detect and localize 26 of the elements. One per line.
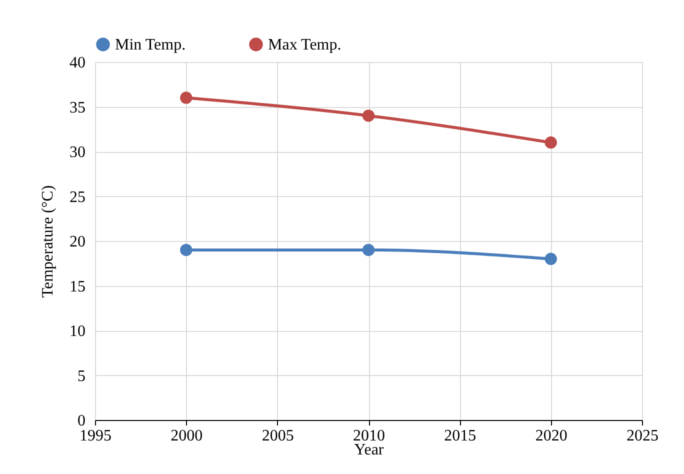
x-tick-label: 2020 bbox=[535, 428, 568, 444]
y-tick-label: 15 bbox=[70, 278, 86, 296]
y-tick-label: 25 bbox=[70, 188, 86, 206]
legend-label: Min Temp. bbox=[115, 36, 186, 54]
x-tick-label: 2015 bbox=[444, 428, 476, 444]
point bbox=[362, 244, 375, 256]
legend-label: Max Temp. bbox=[268, 36, 342, 54]
y-tick-label: 30 bbox=[70, 144, 86, 161]
point bbox=[180, 92, 192, 104]
y-tick-label: 5 bbox=[78, 368, 86, 385]
point bbox=[544, 136, 557, 149]
y-tick-label: 35 bbox=[70, 99, 86, 116]
point bbox=[362, 110, 375, 122]
y-tick-label: 40 bbox=[70, 54, 86, 72]
y-tick-label: 0 bbox=[78, 412, 86, 430]
point bbox=[180, 244, 192, 256]
y-axis-title: Temperature (°C) bbox=[40, 185, 56, 298]
x-tick-label: 2025 bbox=[626, 428, 658, 444]
x-tick-label: 1995 bbox=[80, 428, 112, 444]
y-tick-label: 20 bbox=[70, 234, 86, 250]
y-tick-label: 10 bbox=[70, 323, 86, 340]
x-tick-label: 2000 bbox=[170, 428, 203, 444]
x-axis-title: Year bbox=[354, 442, 384, 458]
x-tick-label: 2005 bbox=[262, 428, 294, 444]
point bbox=[544, 252, 557, 266]
x-tick-label: 2010 bbox=[353, 428, 385, 444]
